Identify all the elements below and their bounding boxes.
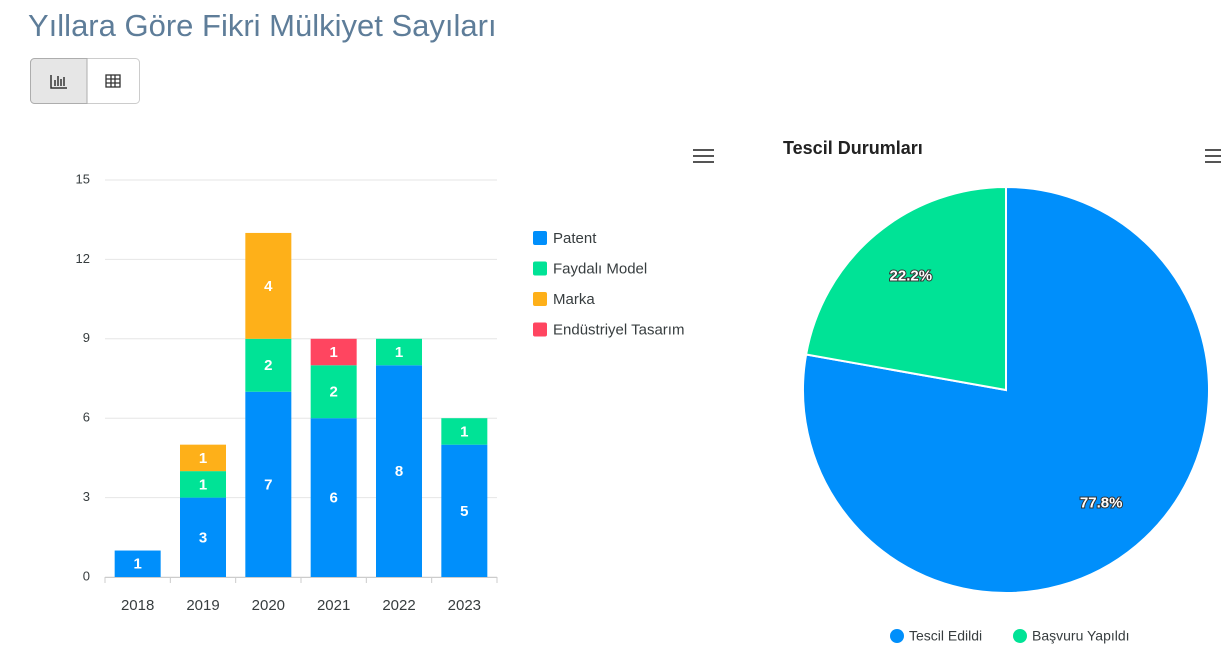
data-label: 8 — [395, 463, 403, 480]
pie-label: 77.8% — [1080, 495, 1123, 512]
y-tick-label: 0 — [83, 568, 90, 583]
bar-segment — [114, 550, 161, 577]
bar-segment — [180, 497, 226, 577]
y-tick-label: 9 — [83, 330, 90, 345]
table-view-button[interactable] — [88, 59, 139, 103]
legend-swatch — [533, 231, 547, 245]
x-tick-label: 2020 — [252, 597, 285, 614]
data-label: 2 — [329, 384, 337, 401]
y-tick-label: 15 — [76, 171, 90, 186]
data-label: 3 — [199, 529, 207, 546]
legend-label[interactable]: Tescil Edildi — [909, 628, 982, 644]
x-tick-label: 2023 — [448, 597, 481, 614]
data-label: 4 — [264, 278, 273, 295]
y-tick-label: 3 — [83, 489, 90, 504]
x-tick-label: 2018 — [121, 597, 154, 614]
data-label: 1 — [329, 344, 337, 361]
bar-segment — [180, 444, 226, 472]
legend-marker — [1013, 629, 1027, 643]
data-label: 5 — [460, 503, 468, 520]
bar-segment — [310, 418, 357, 577]
menu-icon[interactable] — [1205, 149, 1221, 163]
legend-swatch — [533, 261, 547, 276]
bar-segment — [376, 338, 422, 366]
data-label: 7 — [264, 476, 272, 493]
pie-slice — [804, 185, 1007, 392]
legend-label[interactable]: Marka — [553, 291, 595, 308]
bar-segment — [376, 365, 422, 577]
bar-segment — [245, 391, 292, 577]
bar-segment — [180, 471, 226, 498]
bar-segment — [245, 338, 292, 392]
menu-icon[interactable] — [693, 149, 714, 163]
pie-title: Tescil Durumları — [783, 138, 923, 158]
page-title: Yıllara Göre Fikri Mülkiyet Sayıları — [28, 8, 497, 43]
legend-marker — [890, 629, 904, 643]
legend-label[interactable]: Endüstriyel Tasarım — [553, 321, 684, 338]
legend-label[interactable]: Faydalı Model — [553, 260, 647, 277]
data-label: 6 — [329, 490, 337, 507]
data-label: 2 — [264, 357, 272, 374]
pie-label: 22.2% — [890, 267, 933, 284]
y-tick-label: 12 — [76, 251, 90, 266]
x-tick-label: 2021 — [317, 597, 350, 614]
data-label: 1 — [460, 423, 468, 440]
data-label: 1 — [199, 450, 207, 467]
data-label: 1 — [133, 556, 141, 573]
x-tick-label: 2019 — [186, 597, 219, 614]
bar-segment — [310, 338, 357, 366]
bar-segment — [441, 418, 488, 445]
legend-swatch — [533, 322, 547, 337]
bar-segment — [310, 365, 357, 419]
bar-segment — [245, 232, 292, 339]
data-label: 1 — [395, 344, 403, 361]
x-tick-label: 2022 — [382, 597, 415, 614]
bar-segment — [441, 444, 488, 577]
chart-icon — [50, 75, 67, 89]
legend-label[interactable]: Başvuru Yapıldı — [1032, 628, 1130, 644]
view-toggle — [30, 58, 140, 104]
data-label: 1 — [199, 476, 207, 493]
legend-label[interactable]: Patent — [553, 230, 597, 247]
legend-swatch — [533, 292, 547, 306]
y-tick-label: 6 — [83, 410, 90, 425]
